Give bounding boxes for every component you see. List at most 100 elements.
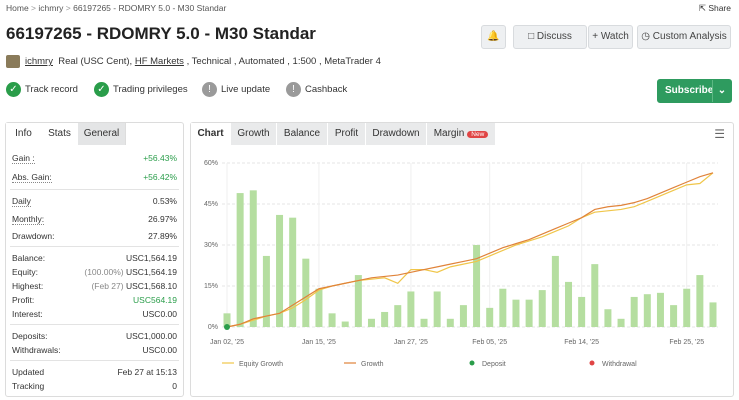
stat-label: Abs. Gain: — [12, 172, 52, 183]
bar — [617, 318, 625, 327]
chart-tab[interactable]: Chart — [191, 123, 230, 145]
chart-tab-label[interactable]: Margin — [433, 128, 465, 139]
breadcrumb-sep: > — [63, 3, 74, 13]
stat-row: Profit: USC564.19 — [12, 295, 177, 305]
chart-tab[interactable]: Margin New — [427, 123, 495, 145]
stat-row: Deposits: USC1,000.00 — [12, 331, 177, 341]
stat-value: 27.89% — [148, 231, 177, 241]
bar — [236, 193, 244, 327]
stat-row: Equity: (100.00%) USC1,564.19 — [12, 267, 177, 277]
owner-link[interactable]: ichmry — [25, 56, 53, 67]
breadcrumb-item: 66197265 - RDOMRY 5.0 - M30 Standar — [73, 3, 227, 13]
stat-label: Highest: — [12, 281, 44, 291]
new-badge[interactable]: New — [467, 131, 489, 138]
bar — [604, 309, 612, 327]
stat-value-wrap: +56.43% — [143, 153, 177, 163]
stat-value: Feb 27 at 15:13 — [117, 367, 177, 377]
analysis-button[interactable]: ◷ Custom Analysis — [637, 25, 731, 49]
stat-row: Highest: (Feb 27) USC1,568.10 — [12, 281, 177, 291]
stat-row: Drawdown: 27.89% — [12, 231, 177, 241]
badge-icon: ✓ — [6, 82, 21, 97]
bar — [433, 291, 441, 327]
bar — [302, 258, 310, 327]
breadcrumb-item[interactable]: ichmry — [38, 3, 64, 13]
stat-row: Gain : +56.43% — [12, 153, 177, 164]
chart-tab[interactable]: Drawdown — [366, 123, 426, 145]
stats-tab[interactable]: Stats — [41, 123, 79, 145]
bar — [276, 214, 284, 327]
bar — [565, 281, 573, 327]
bell-button[interactable]: 🔔 — [481, 25, 506, 49]
x-tick-label: Feb 14, '25 — [564, 339, 599, 346]
chart-tab[interactable]: Profit — [328, 123, 365, 145]
stat-row: Interest: USC0.00 — [12, 309, 177, 319]
chart-tab-label[interactable]: Drawdown — [372, 128, 420, 139]
bar — [670, 305, 678, 327]
badge-label: Cashback — [305, 84, 348, 95]
stat-value: 0.53% — [152, 196, 177, 206]
bar — [709, 302, 717, 327]
legend-swatch — [469, 360, 475, 366]
button-label[interactable]: Custom Analysis — [652, 31, 727, 42]
badge-icon: ! — [202, 82, 217, 97]
chart-tab-label[interactable]: Profit — [334, 128, 359, 139]
y-tick-label: 0% — [208, 324, 218, 331]
badge-label: Track record — [25, 84, 78, 95]
chart: 0% 15% 30% 45% 60% Jan 02, '25 Jan 15, '25 Jan … — [204, 160, 718, 368]
bar — [341, 321, 349, 327]
account-details: , Technical , Automated , 1:500 , MetaTr… — [186, 56, 381, 67]
stat-value: USC0.00 — [142, 309, 178, 319]
button-label[interactable]: + Watch — [592, 31, 629, 42]
line-series — [226, 172, 714, 328]
chart-tab[interactable]: Balance — [277, 123, 327, 145]
subscribe-label[interactable]: Subscribe — [665, 85, 714, 96]
share[interactable]: ⇱ Share — [698, 3, 731, 13]
discuss-button[interactable]: □ Discuss — [513, 25, 587, 49]
stat-label: Updated — [12, 367, 45, 377]
bar — [486, 307, 494, 327]
bar — [328, 313, 336, 327]
chart-tab[interactable]: Growth — [231, 123, 276, 145]
badge-label: Trading privileges — [113, 84, 188, 95]
subscribe-button[interactable]: Subscribe ⌄ — [657, 79, 732, 103]
stat-note: (Feb 27) — [91, 281, 124, 291]
bar — [394, 305, 402, 327]
stat-label: Monthly: — [12, 214, 45, 225]
bar — [551, 255, 559, 327]
stats-tab[interactable]: Info — [6, 123, 42, 145]
chart-tab-label[interactable]: Balance — [283, 128, 321, 139]
bar — [630, 296, 638, 327]
separator — [10, 246, 179, 247]
watch-button[interactable]: + Watch — [588, 25, 633, 49]
stats-panel: Info Stats General Gain : +56.43% Abs. Gain: +… — [5, 122, 184, 397]
chart-tab-label[interactable]: Growth — [237, 128, 270, 139]
stat-value: USC1,564.19 — [125, 253, 177, 263]
breadcrumb-item[interactable]: Home — [6, 3, 29, 13]
stat-value: +56.42% — [143, 172, 177, 182]
stat-label: Interest: — [12, 309, 43, 319]
legend-label: Withdrawal — [602, 361, 637, 368]
stat-value-wrap: (Feb 27) USC1,568.10 — [91, 281, 177, 291]
stat-value-wrap: USC0.00 — [143, 345, 178, 355]
stat-value: USC0.00 — [142, 345, 178, 355]
bar — [473, 245, 481, 327]
avatar — [6, 55, 20, 68]
stat-row: Updated Feb 27 at 15:13 — [12, 367, 177, 377]
bar — [578, 296, 586, 327]
stat-note: (100.00%) — [84, 267, 124, 277]
account-line: ichmry Real (USC Cent), HF Markets , Tec… — [25, 56, 381, 67]
share-label[interactable]: Share — [708, 3, 731, 13]
stat-value-wrap: 0 — [172, 381, 177, 391]
stat-row: Daily 0.53% — [12, 196, 177, 207]
x-tick-label: Jan 02, '25 — [210, 339, 244, 346]
stats-tab[interactable]: General — [78, 123, 126, 145]
broker-link[interactable]: HF Markets — [134, 56, 184, 67]
button-label[interactable]: Discuss — [536, 31, 572, 42]
stat-value-wrap: Feb 27 at 15:13 — [117, 367, 177, 377]
breadcrumb-sep: > — [28, 3, 39, 13]
chart-settings[interactable]: ☰ — [714, 127, 725, 141]
badge-icon: ! — [286, 82, 301, 97]
chart-tab-label[interactable]: Chart — [197, 128, 224, 139]
stat-value-wrap: USC1,000.00 — [126, 331, 177, 341]
x-tick-label: Feb 05, '25 — [472, 339, 507, 346]
